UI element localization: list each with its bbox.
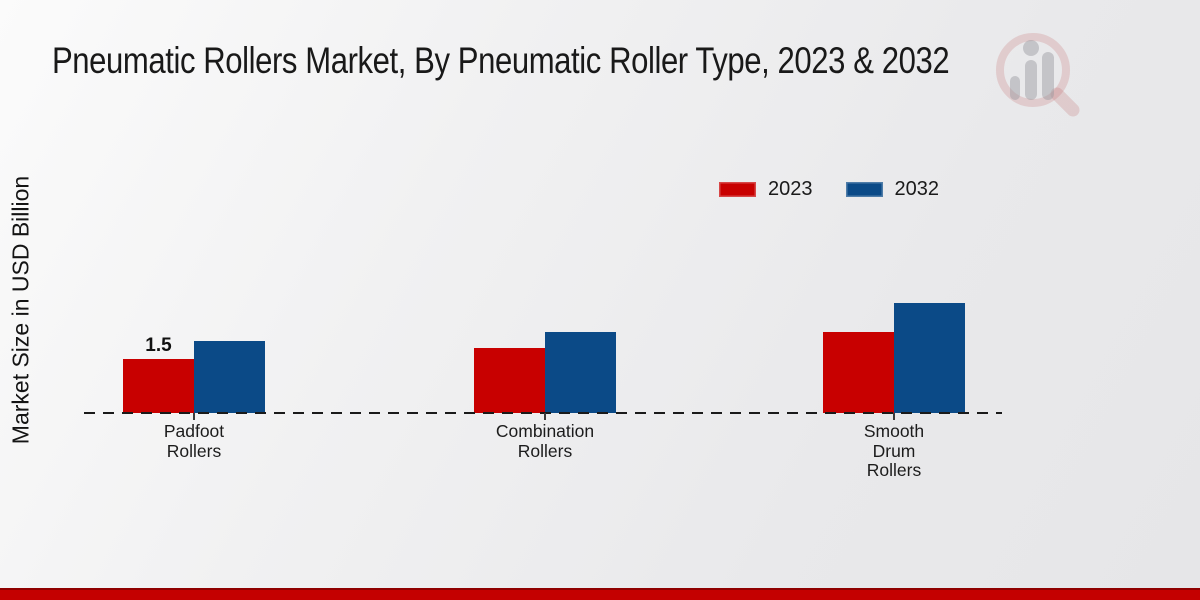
bar-2023-padfoot-rollers: [123, 359, 194, 413]
legend-item-2032: 2032: [845, 178, 940, 201]
bar-2032-smooth-drum-rollers: [894, 303, 965, 413]
legend-swatch-2032: [845, 182, 883, 197]
bar-2032-combination-rollers: [545, 332, 616, 413]
legend: 2023 2032: [719, 178, 939, 201]
category-label-padfoot-rollers: Padfoot Rollers: [163, 421, 225, 461]
footer-accent-bar: [0, 588, 1200, 600]
x-axis-tick: [893, 413, 895, 420]
bar-2032-padfoot-rollers: [194, 341, 265, 413]
category-label-smooth-drum-rollers: Smooth Drum Rollers: [863, 421, 925, 480]
magnifier-bar-chart-logo-icon: [996, 33, 1080, 117]
legend-item-2023: 2023: [719, 178, 813, 201]
y-axis-label: Market Size in USD Billion: [7, 175, 34, 445]
chart-title: Pneumatic Rollers Market, By Pneumatic R…: [52, 40, 950, 81]
bar-value-label: 1.5: [145, 335, 172, 356]
x-axis-tick: [544, 413, 546, 420]
bar-2023-combination-rollers: [474, 348, 545, 413]
bar-2023-smooth-drum-rollers: [823, 332, 894, 413]
legend-label-2023: 2023: [768, 178, 813, 200]
x-axis-tick: [193, 413, 195, 420]
x-axis-baseline: [84, 412, 1002, 414]
legend-label-2032: 2032: [894, 178, 940, 200]
category-label-combination-rollers: Combination Rollers: [495, 421, 595, 461]
legend-swatch-2023: [719, 182, 756, 197]
